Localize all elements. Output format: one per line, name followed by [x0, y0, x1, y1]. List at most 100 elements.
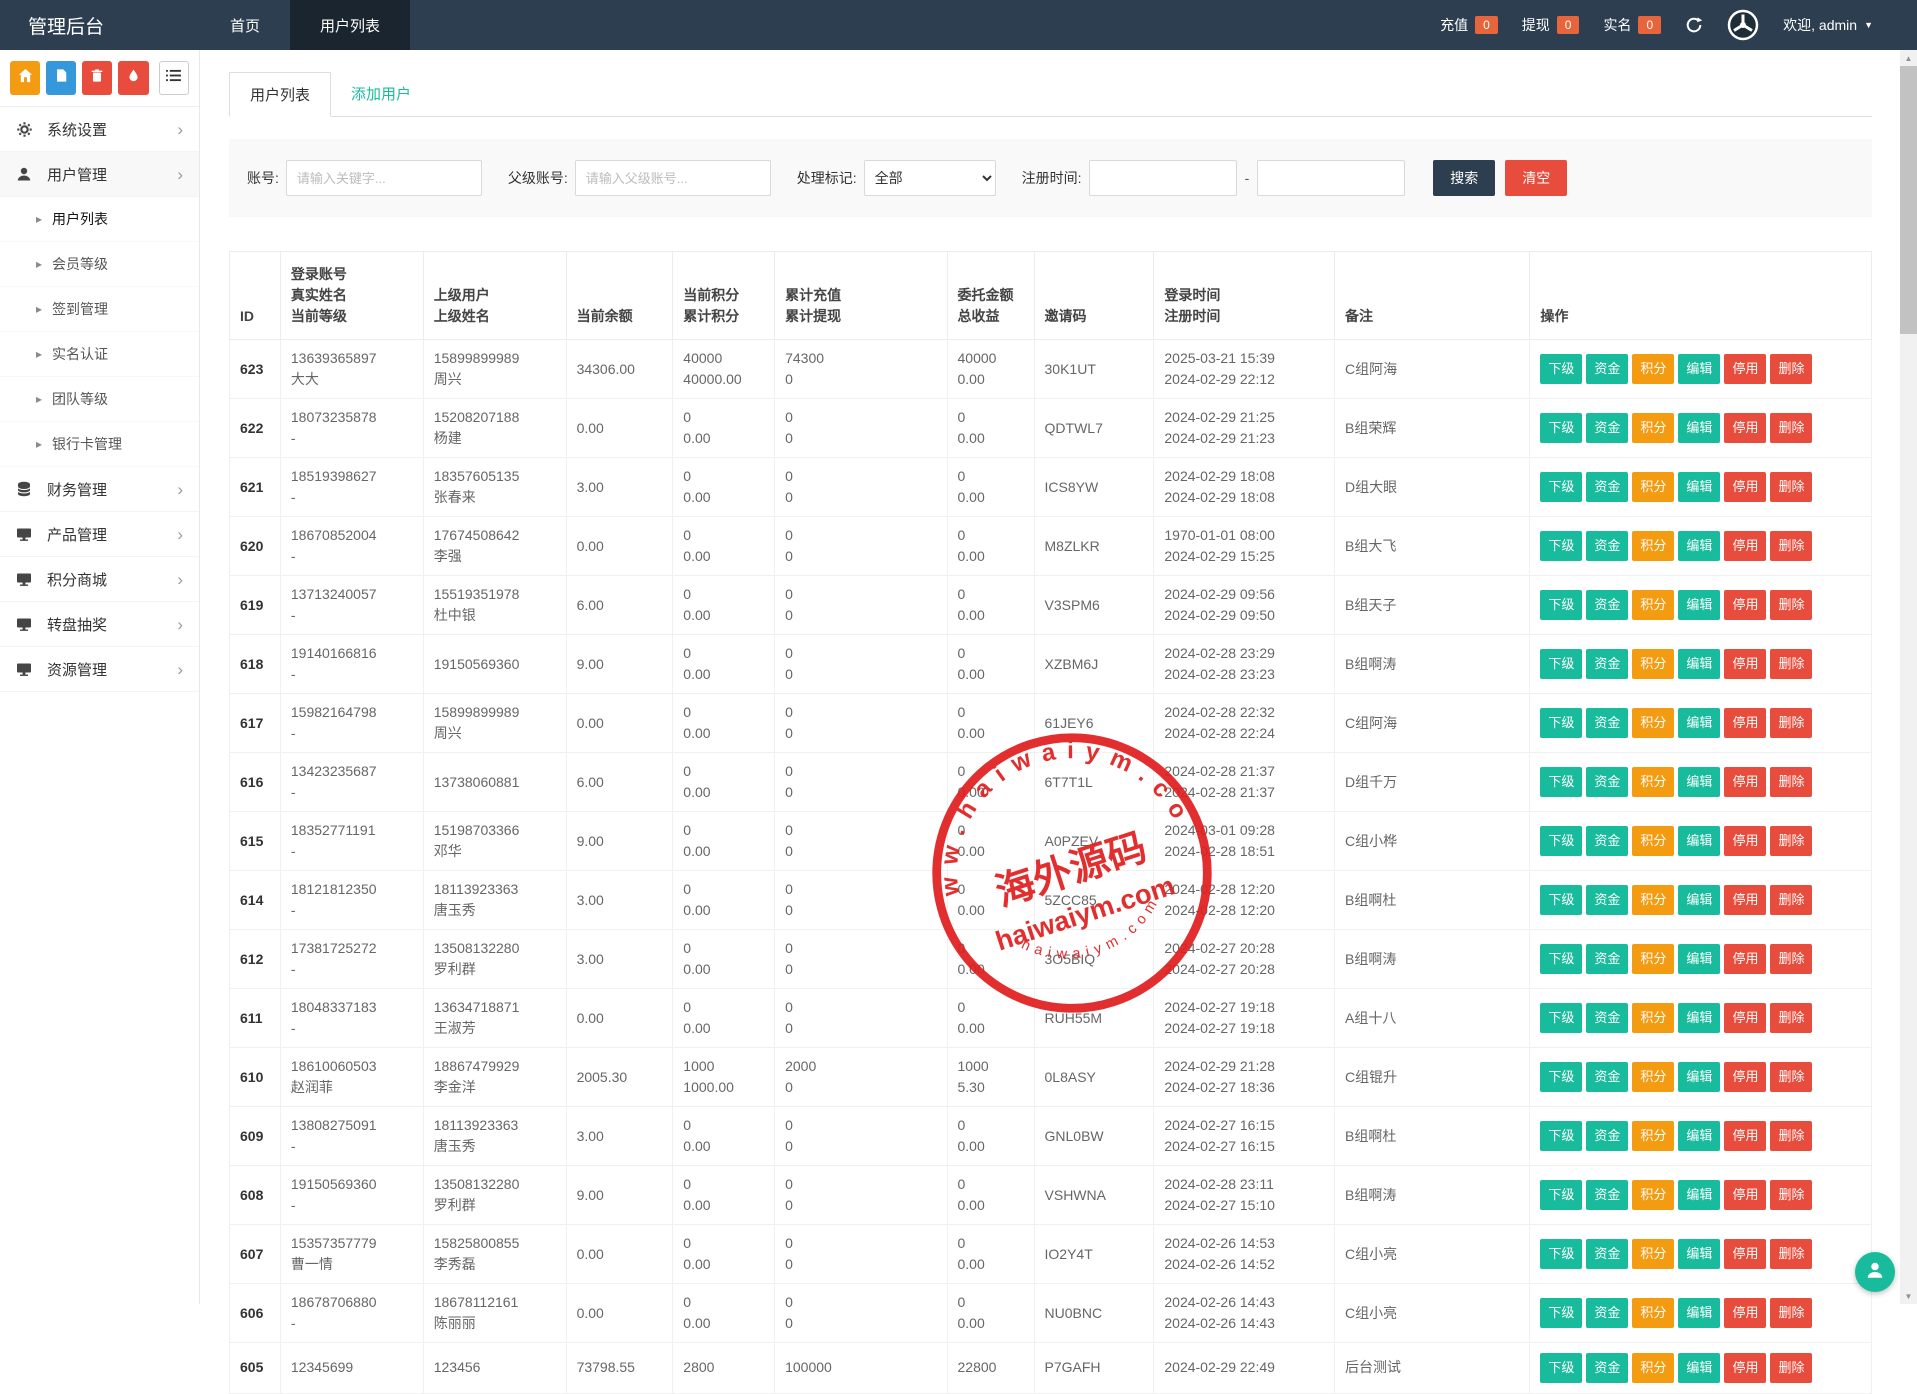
- recharge-stat[interactable]: 充值 0: [1440, 15, 1498, 35]
- delete-button[interactable]: 删除: [1770, 708, 1812, 738]
- trash-shortcut-button[interactable]: [82, 61, 112, 95]
- delete-button[interactable]: 删除: [1770, 944, 1812, 974]
- points-button[interactable]: 积分: [1632, 1298, 1674, 1328]
- sidebar-item-resource-management[interactable]: 资源管理›: [0, 647, 199, 692]
- scroll-up-icon[interactable]: ▲: [1900, 50, 1917, 66]
- disable-button[interactable]: 停用: [1724, 1353, 1766, 1383]
- funds-button[interactable]: 资金: [1586, 649, 1628, 679]
- user-menu[interactable]: 欢迎, admin ▼: [1783, 15, 1873, 35]
- register-time-end-input[interactable]: [1257, 160, 1405, 196]
- delete-button[interactable]: 删除: [1770, 826, 1812, 856]
- points-button[interactable]: 积分: [1632, 708, 1674, 738]
- subordinate-button[interactable]: 下级: [1540, 1062, 1582, 1092]
- edit-button[interactable]: 编辑: [1678, 649, 1720, 679]
- edit-button[interactable]: 编辑: [1678, 531, 1720, 561]
- vertical-scrollbar[interactable]: ▲ ▼: [1900, 50, 1917, 1304]
- search-button[interactable]: 搜索: [1433, 160, 1495, 196]
- points-button[interactable]: 积分: [1632, 1062, 1674, 1092]
- points-button[interactable]: 积分: [1632, 885, 1674, 915]
- disable-button[interactable]: 停用: [1724, 1003, 1766, 1033]
- delete-button[interactable]: 删除: [1770, 590, 1812, 620]
- tab-user-list[interactable]: 用户列表: [229, 72, 331, 117]
- disable-button[interactable]: 停用: [1724, 1121, 1766, 1151]
- withdraw-stat[interactable]: 提现 0: [1522, 15, 1580, 35]
- subordinate-button[interactable]: 下级: [1540, 944, 1582, 974]
- delete-button[interactable]: 删除: [1770, 1180, 1812, 1210]
- points-button[interactable]: 积分: [1632, 944, 1674, 974]
- sidebar-item-realname-auth[interactable]: ▸实名认证: [0, 332, 199, 377]
- subordinate-button[interactable]: 下级: [1540, 826, 1582, 856]
- disable-button[interactable]: 停用: [1724, 1062, 1766, 1092]
- edit-button[interactable]: 编辑: [1678, 944, 1720, 974]
- clear-button[interactable]: 清空: [1505, 160, 1567, 196]
- delete-button[interactable]: 删除: [1770, 1239, 1812, 1269]
- funds-button[interactable]: 资金: [1586, 1239, 1628, 1269]
- disable-button[interactable]: 停用: [1724, 708, 1766, 738]
- delete-button[interactable]: 删除: [1770, 1121, 1812, 1151]
- sidebar-item-system-settings[interactable]: 系统设置›: [0, 107, 199, 152]
- account-input[interactable]: [286, 160, 482, 196]
- sidebar-item-user-list[interactable]: ▸用户列表: [0, 197, 199, 242]
- delete-button[interactable]: 删除: [1770, 413, 1812, 443]
- points-button[interactable]: 积分: [1632, 1353, 1674, 1383]
- scrollbar-thumb[interactable]: [1900, 66, 1917, 334]
- delete-button[interactable]: 删除: [1770, 1062, 1812, 1092]
- points-button[interactable]: 积分: [1632, 354, 1674, 384]
- sidebar-item-product-management[interactable]: 产品管理›: [0, 512, 199, 557]
- subordinate-button[interactable]: 下级: [1540, 472, 1582, 502]
- disable-button[interactable]: 停用: [1724, 354, 1766, 384]
- subordinate-button[interactable]: 下级: [1540, 1180, 1582, 1210]
- points-button[interactable]: 积分: [1632, 649, 1674, 679]
- refresh-icon[interactable]: [1685, 16, 1703, 34]
- funds-button[interactable]: 资金: [1586, 1298, 1628, 1328]
- disable-button[interactable]: 停用: [1724, 590, 1766, 620]
- edit-button[interactable]: 编辑: [1678, 708, 1720, 738]
- funds-button[interactable]: 资金: [1586, 1180, 1628, 1210]
- disable-button[interactable]: 停用: [1724, 944, 1766, 974]
- delete-button[interactable]: 删除: [1770, 649, 1812, 679]
- edit-button[interactable]: 编辑: [1678, 767, 1720, 797]
- droplet-shortcut-button[interactable]: [118, 61, 148, 95]
- disable-button[interactable]: 停用: [1724, 472, 1766, 502]
- disable-button[interactable]: 停用: [1724, 1298, 1766, 1328]
- edit-button[interactable]: 编辑: [1678, 826, 1720, 856]
- funds-button[interactable]: 资金: [1586, 1062, 1628, 1092]
- delete-button[interactable]: 删除: [1770, 354, 1812, 384]
- funds-button[interactable]: 资金: [1586, 826, 1628, 856]
- subordinate-button[interactable]: 下级: [1540, 413, 1582, 443]
- points-button[interactable]: 积分: [1632, 767, 1674, 797]
- funds-button[interactable]: 资金: [1586, 1353, 1628, 1383]
- edit-button[interactable]: 编辑: [1678, 1003, 1720, 1033]
- subordinate-button[interactable]: 下级: [1540, 767, 1582, 797]
- funds-button[interactable]: 资金: [1586, 590, 1628, 620]
- funds-button[interactable]: 资金: [1586, 354, 1628, 384]
- edit-button[interactable]: 编辑: [1678, 1062, 1720, 1092]
- funds-button[interactable]: 资金: [1586, 708, 1628, 738]
- disable-button[interactable]: 停用: [1724, 531, 1766, 561]
- subordinate-button[interactable]: 下级: [1540, 1003, 1582, 1033]
- edit-button[interactable]: 编辑: [1678, 1180, 1720, 1210]
- edit-button[interactable]: 编辑: [1678, 1298, 1720, 1328]
- edit-button[interactable]: 编辑: [1678, 1121, 1720, 1151]
- disable-button[interactable]: 停用: [1724, 826, 1766, 856]
- points-button[interactable]: 积分: [1632, 1003, 1674, 1033]
- delete-button[interactable]: 删除: [1770, 472, 1812, 502]
- subordinate-button[interactable]: 下级: [1540, 590, 1582, 620]
- sidebar-item-finance-management[interactable]: 财务管理›: [0, 467, 199, 512]
- delete-button[interactable]: 删除: [1770, 1353, 1812, 1383]
- delete-button[interactable]: 删除: [1770, 1003, 1812, 1033]
- subordinate-button[interactable]: 下级: [1540, 1239, 1582, 1269]
- funds-button[interactable]: 资金: [1586, 1121, 1628, 1151]
- funds-button[interactable]: 资金: [1586, 767, 1628, 797]
- funds-button[interactable]: 资金: [1586, 885, 1628, 915]
- file-shortcut-button[interactable]: [46, 61, 76, 95]
- funds-button[interactable]: 资金: [1586, 413, 1628, 443]
- points-button[interactable]: 积分: [1632, 1121, 1674, 1151]
- edit-button[interactable]: 编辑: [1678, 413, 1720, 443]
- parent-account-input[interactable]: [575, 160, 771, 196]
- edit-button[interactable]: 编辑: [1678, 885, 1720, 915]
- nav-item-home[interactable]: 首页: [200, 0, 290, 50]
- register-time-start-input[interactable]: [1089, 160, 1237, 196]
- sidebar-item-points-mall[interactable]: 积分商城›: [0, 557, 199, 602]
- delete-button[interactable]: 删除: [1770, 767, 1812, 797]
